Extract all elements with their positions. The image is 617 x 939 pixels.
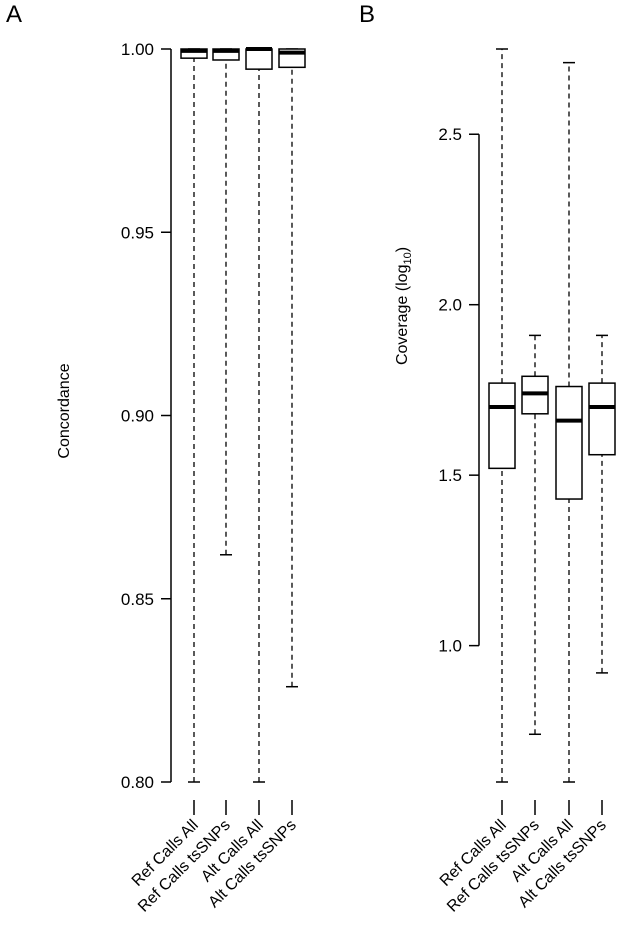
box-iqr xyxy=(488,382,516,470)
panel-label: A xyxy=(6,1,22,28)
y-tick-label: 2.5 xyxy=(438,125,462,144)
box-4 xyxy=(278,48,306,688)
y-axis-label-sub: 10 xyxy=(402,252,414,264)
box-iqr xyxy=(555,385,583,500)
y-axis-label: Concordance xyxy=(56,363,73,458)
box-3 xyxy=(245,47,273,783)
box-2 xyxy=(212,48,240,556)
panel-label: B xyxy=(359,1,375,28)
y-tick-label: 1.5 xyxy=(438,466,462,485)
y-tick-label: 1.00 xyxy=(121,40,154,59)
box-iqr xyxy=(588,382,616,456)
box-2 xyxy=(521,334,549,736)
y-tick-label: 0.90 xyxy=(121,407,154,426)
y-axis-label-end: ) xyxy=(394,247,411,252)
box-iqr xyxy=(245,48,273,70)
y-tick-label: 0.85 xyxy=(121,590,154,609)
y-axis-label: Coverage (log10) xyxy=(394,247,414,365)
y-tick-label: 1.0 xyxy=(438,637,462,656)
y-tick-label: 0.95 xyxy=(121,223,154,242)
box-1 xyxy=(180,48,208,783)
y-tick-label: 2.0 xyxy=(438,296,462,315)
box-3 xyxy=(555,61,583,783)
box-1 xyxy=(488,48,516,783)
box-4 xyxy=(588,334,616,674)
y-tick-label: 0.80 xyxy=(121,773,154,792)
